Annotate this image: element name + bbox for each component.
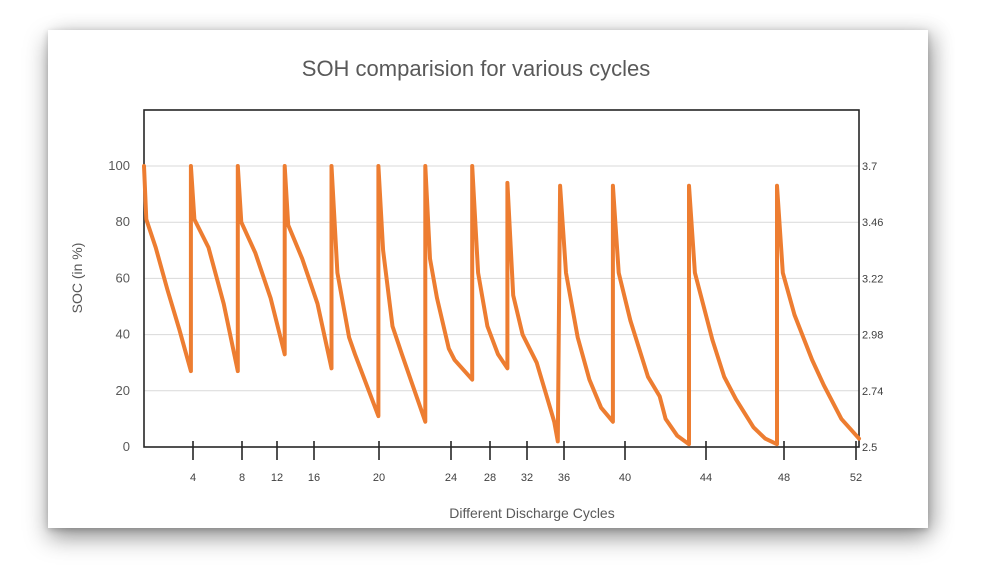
x-tick-label: 52 — [850, 472, 862, 484]
chart-svg: SOH comparision for various cycles 02040… — [69, 56, 883, 521]
y-tick-label: 80 — [116, 214, 130, 229]
x-tick-label: 24 — [445, 472, 457, 484]
secondary-y-tick-label: 2.74 — [862, 386, 883, 398]
chart-card: SOH comparision for various cycles 0 20 40… — [48, 30, 928, 528]
y-axis-labels: 0 20 40 60 80 100 — [108, 158, 130, 454]
x-tick-label: 40 — [619, 472, 631, 484]
y-axis-title: SOC (in %) — [69, 243, 85, 314]
gridlines — [144, 109, 859, 448]
x-tick-label: 32 — [521, 472, 533, 484]
x-tick-label: 44 — [700, 472, 712, 484]
secondary-y-tick-label: 3.7 — [862, 161, 877, 173]
x-axis-title: Different Discharge Cycles — [449, 505, 614, 521]
soc-series-line — [142, 164, 861, 447]
x-tick-label: 8 — [239, 472, 245, 484]
x-tick-label: 28 — [484, 472, 496, 484]
secondary-y-tick-label: 2.98 — [862, 330, 883, 342]
x-tick-label: 48 — [778, 472, 790, 484]
secondary-y-axis-labels: 2.5 2.74 2.98 3.22 3.46 3.7 — [862, 161, 883, 454]
y-tick-label: 0 — [123, 439, 130, 454]
x-tick-label: 36 — [558, 472, 570, 484]
secondary-y-tick-label: 3.22 — [862, 273, 883, 285]
x-tick-label: 4 — [190, 472, 196, 484]
x-tick-label: 12 — [271, 472, 283, 484]
y-tick-label: 60 — [116, 270, 130, 285]
x-tick-label: 20 — [373, 472, 385, 484]
x-axis-labels: 4 8 12 16 20 24 28 32 36 40 44 48 52 — [190, 472, 862, 484]
plot-area-frame — [143, 109, 860, 448]
x-tick-label: 16 — [308, 472, 320, 484]
secondary-y-tick-label: 2.5 — [862, 442, 877, 454]
series-layer — [142, 164, 861, 447]
secondary-y-tick-label: 3.46 — [862, 217, 883, 229]
x-axis-ticks — [192, 441, 857, 460]
chart-title: SOH comparision for various cycles — [302, 56, 650, 81]
y-tick-label: 100 — [108, 158, 130, 173]
y-tick-label: 40 — [116, 327, 130, 342]
y-tick-label: 20 — [116, 383, 130, 398]
